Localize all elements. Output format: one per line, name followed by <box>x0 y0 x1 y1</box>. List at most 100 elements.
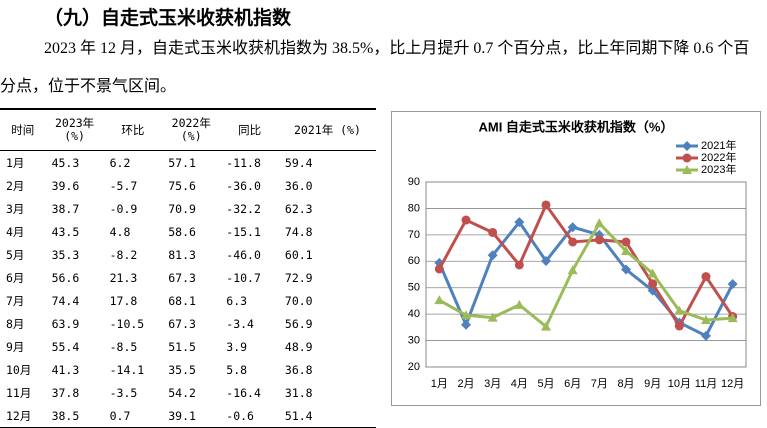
table-cell: 1月 <box>6 155 25 170</box>
table-cell: -0.6 <box>220 404 279 428</box>
x-tick-label: 8月 <box>617 378 634 390</box>
legend-label: 2021年 <box>701 138 736 152</box>
table-cell: 9月 <box>6 339 25 354</box>
table-cell: 36.8 <box>284 362 313 377</box>
table-cell: 31.8 <box>284 385 313 400</box>
table-cell: 74.4 <box>51 293 80 308</box>
column-header: 2023年 (%) <box>45 108 104 151</box>
chart: AMI 自走式玉米收获机指数（%） 20 30 40 50 60 70 80 90 1月 2月 3月… <box>391 111 761 406</box>
x-tick-label: 5月 <box>537 378 554 390</box>
table-cell: -8.2 <box>109 247 138 262</box>
table-row: 10月 41.3 -14.1 35.5 5.8 36.8 <box>0 358 376 381</box>
heading: （九）自走式玉米收获机指数 <box>44 8 292 29</box>
y-tick-label: 30 <box>408 334 420 346</box>
table-row: 6月 56.6 21.3 67.3 -10.7 72.9 <box>0 266 376 289</box>
series-line <box>438 220 733 329</box>
table-cell: -32.2 <box>226 201 261 216</box>
table-cell: 37.8 <box>51 385 80 400</box>
table-cell: 35.3 <box>51 247 80 262</box>
marker <box>621 245 631 255</box>
x-tick-label: 11月 <box>695 378 717 390</box>
legend-marker <box>682 141 692 151</box>
x-tick-label: 4月 <box>511 378 528 390</box>
plot-border <box>425 181 747 368</box>
table-cell: -5.7 <box>109 178 138 193</box>
table-cell: 39.6 <box>51 178 80 193</box>
table-cell: 51.5 <box>168 339 196 354</box>
table-cell: 2月 <box>6 178 25 193</box>
marker <box>567 265 578 275</box>
table-cell: 58.6 <box>168 224 196 239</box>
table-cell: 57.1 <box>168 155 196 170</box>
table-row: 11月 37.8 -3.5 54.2 -16.4 31.8 <box>0 381 376 404</box>
x-tick-label: 3月 <box>484 378 501 390</box>
column-header: 2022年 (%) <box>162 108 221 151</box>
table-cell: 3月 <box>6 201 25 216</box>
legend-label: 2023年 <box>701 162 736 176</box>
y-tick-label: 90 <box>408 176 420 188</box>
x-tick-label: 12月 <box>721 378 744 390</box>
table-cell: -3.5 <box>109 385 138 400</box>
y-tick-label: 40 <box>408 308 420 320</box>
series-line <box>437 219 735 338</box>
header-text: 环比 <box>121 122 145 137</box>
marker <box>621 237 631 247</box>
table-cell: 56.9 <box>284 316 313 331</box>
marker <box>487 312 498 322</box>
y-tick-label: 60 <box>408 255 420 267</box>
table-cell: 8月 <box>6 316 25 331</box>
marker <box>541 321 551 331</box>
header-row: 时间 2023年 (%) 环比 2022年 (%) 同比 2021年 (%) <box>0 108 376 151</box>
table-cell: 36.0 <box>284 178 313 193</box>
legend-marker <box>682 153 692 163</box>
header-text: (%) <box>64 129 85 143</box>
y-tick-label: 70 <box>408 229 420 241</box>
y-tick-label: 80 <box>408 202 420 214</box>
marker <box>461 215 471 225</box>
table-cell: 48.9 <box>284 339 313 354</box>
table-cell: 67.3 <box>168 316 196 331</box>
x-tick-label: 2月 <box>457 378 474 390</box>
table-cell: -16.4 <box>226 385 261 400</box>
table-row: 8月 63.9 -10.5 67.3 -3.4 56.9 <box>0 312 376 335</box>
table-cell: 63.9 <box>51 316 80 331</box>
table-cell: 67.3 <box>168 270 196 285</box>
page: （九）自走式玉米收获机指数 2023 年 12 月，自走式玉米收获机指数为 38… <box>0 8 761 428</box>
table-row: 5月 35.3 -8.2 81.3 -46.0 60.1 <box>0 243 376 266</box>
header-text: 2023年 <box>54 116 95 130</box>
table-cell: 51.4 <box>278 404 376 428</box>
marker <box>727 313 738 323</box>
table-cell: 72.9 <box>284 270 313 285</box>
table-cell: -14.1 <box>109 362 145 377</box>
table-row: 7月 74.4 17.8 68.1 6.3 70.0 <box>0 289 376 312</box>
marker <box>701 330 711 341</box>
table-cell: -10.7 <box>226 270 261 285</box>
marker <box>541 256 551 267</box>
table-cell: 45.3 <box>51 155 80 170</box>
table-cell: 70.0 <box>284 293 313 308</box>
y-tick-label: 20 <box>408 361 420 373</box>
table-cell: 21.3 <box>109 270 138 285</box>
table-cell: 68.1 <box>168 293 196 308</box>
table-cell: 4.8 <box>109 224 131 239</box>
marker <box>461 319 471 330</box>
marker <box>514 299 525 309</box>
table-cell: -8.5 <box>109 339 138 354</box>
column-header: 时间 <box>0 108 46 151</box>
marker <box>647 268 658 278</box>
y-tick-label: 50 <box>408 282 420 294</box>
header-text: 2021年 (%) <box>294 122 361 137</box>
table-cell: 3.9 <box>226 339 248 354</box>
table-cell: 0.7 <box>103 404 163 428</box>
table-cell: -3.4 <box>226 316 254 331</box>
table-cell: 75.6 <box>168 178 196 193</box>
table-cell: 74.8 <box>284 224 313 239</box>
marker <box>434 295 445 305</box>
table-row: 12月 38.5 0.7 39.1 -0.6 51.4 <box>0 404 376 428</box>
marker <box>568 237 578 247</box>
table-cell: 59.4 <box>284 155 313 170</box>
table-cell: 4月 <box>6 224 25 239</box>
x-tick-label: 6月 <box>564 378 581 390</box>
table-cell: 12月 <box>0 404 46 428</box>
table-cell: 5月 <box>6 247 25 262</box>
